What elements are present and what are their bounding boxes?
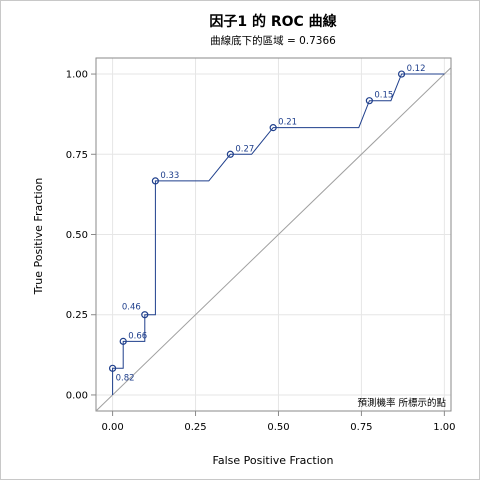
- point-label: 0.21: [278, 118, 297, 128]
- curve-points: 0.82 0.66 0.46 0.33 0.27 0.21 0.15 0.12: [108, 64, 426, 383]
- point-label: 0.46: [122, 303, 141, 313]
- curve-point-marker: [269, 124, 277, 132]
- point-label: 0.82: [116, 373, 135, 383]
- point-label: 0.12: [407, 64, 426, 74]
- grid: [96, 58, 451, 411]
- curve-point-marker: [119, 337, 127, 345]
- chart-title: 因子1 的 ROC 曲線: [209, 13, 336, 30]
- x-axis-ticks: 0.00 0.25 0.50 0.75 1.00: [101, 411, 455, 433]
- curve-point-marker: [397, 70, 406, 78]
- x-tick-label: 0.50: [267, 422, 289, 433]
- curve-point-marker: [141, 311, 149, 319]
- x-tick-label: 0.25: [184, 422, 206, 433]
- point-label: 0.33: [160, 171, 179, 181]
- y-tick-label: 1.00: [66, 70, 88, 81]
- x-tick-label: 0.00: [101, 422, 123, 433]
- x-axis-label: False Positive Fraction: [213, 454, 334, 467]
- x-tick-label: 1.00: [433, 422, 455, 433]
- curve-point-marker: [151, 177, 159, 185]
- legend-note: 預測機率 所標示的點: [357, 397, 446, 409]
- chart-subtitle: 曲線底下的區域 = 0.7366: [210, 34, 336, 47]
- y-tick-label: 0.00: [66, 390, 88, 401]
- y-axis-ticks: 0.00 0.25 0.50 0.75 1.00: [66, 70, 96, 401]
- curve-point-marker: [365, 97, 373, 105]
- y-tick-label: 0.25: [66, 310, 88, 321]
- roc-curve-line: [112, 73, 445, 395]
- y-tick-label: 0.75: [66, 150, 88, 161]
- curve-point-marker: [226, 150, 234, 158]
- point-label: 0.27: [235, 144, 254, 154]
- diagonal-reference-line: [95, 67, 452, 412]
- point-label: 0.15: [374, 91, 393, 101]
- y-axis-label: True Positive Fraction: [32, 178, 45, 296]
- y-tick-label: 0.50: [66, 230, 88, 241]
- curve-point-marker: [108, 364, 117, 372]
- point-label: 0.66: [128, 331, 147, 341]
- x-tick-label: 0.75: [350, 422, 372, 433]
